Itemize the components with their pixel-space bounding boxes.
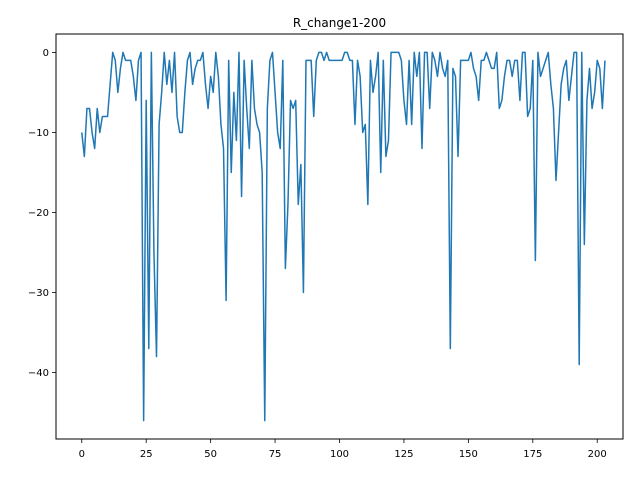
y-tick-label: −40 <box>28 368 49 379</box>
axes-frame <box>55 33 624 440</box>
y-tick-label: −10 <box>28 128 49 139</box>
y-axis: 0 −10 −20 −30 −40 <box>28 48 56 379</box>
x-tick-label: 25 <box>140 449 153 460</box>
y-tick-label: −30 <box>28 288 49 299</box>
x-tick-label: 175 <box>523 449 542 460</box>
chart-title: R_change1-200 <box>293 16 386 30</box>
x-tick-label: 200 <box>588 449 607 460</box>
series-line-0 <box>81 51 606 422</box>
y-tick-label: −20 <box>28 208 49 219</box>
x-tick-label: 75 <box>269 449 282 460</box>
x-tick-label: 150 <box>459 449 478 460</box>
y-tick-label: 0 <box>43 48 49 59</box>
x-tick-label: 100 <box>330 449 349 460</box>
x-axis: 0 25 50 75 100 125 150 175 200 <box>79 439 607 460</box>
x-tick-label: 0 <box>79 449 85 460</box>
plot-area <box>81 51 606 422</box>
x-tick-label: 50 <box>204 449 217 460</box>
x-tick-label: 125 <box>394 449 413 460</box>
